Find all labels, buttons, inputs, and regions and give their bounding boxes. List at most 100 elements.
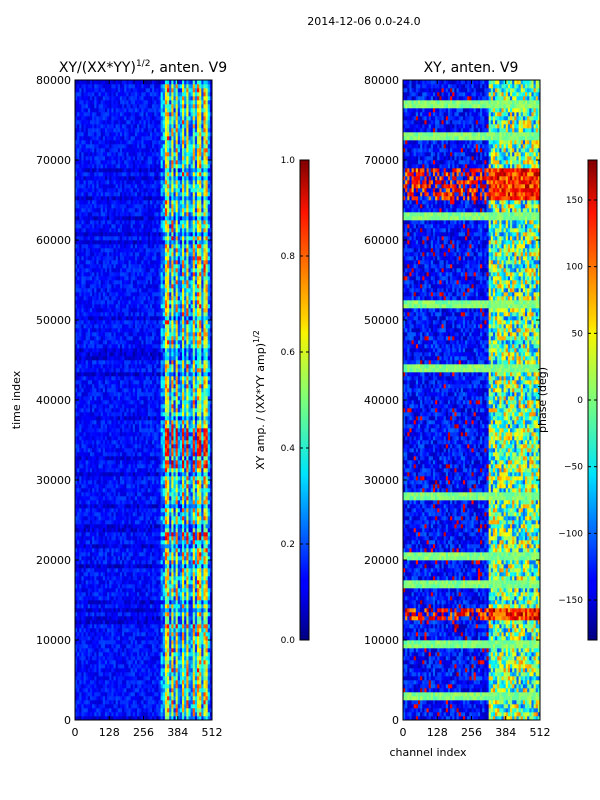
heatmap-cell [79, 480, 82, 485]
heatmap-cell [94, 624, 97, 629]
heatmap-cell [79, 440, 82, 445]
heatmap-cell [81, 528, 84, 533]
heatmap-cell [115, 532, 119, 537]
heatmap-cell [203, 532, 206, 537]
heatmap-cell [160, 528, 164, 533]
heatmap-cell [109, 448, 112, 453]
heatmap-cell [167, 468, 170, 473]
heatmap-cell [117, 420, 121, 425]
heatmap-cell [154, 680, 157, 685]
heatmap-cell [167, 512, 170, 517]
heatmap-cell [113, 500, 116, 505]
heatmap-cell [98, 420, 101, 425]
heatmap-cell [96, 632, 99, 637]
heatmap-cell [126, 432, 129, 437]
heatmap-cell [158, 520, 161, 525]
heatmap-cell [192, 516, 196, 521]
heatmap-cell [104, 712, 108, 717]
heatmap-cell [147, 644, 151, 649]
heatmap-cell [149, 532, 153, 537]
heatmap-cell [184, 436, 187, 441]
heatmap-cell [126, 704, 129, 709]
heatmap-cell [169, 660, 172, 665]
heatmap-cell [104, 460, 108, 465]
heatmap-cell [130, 544, 134, 549]
heatmap-cell [184, 428, 187, 433]
heatmap-cell [179, 412, 183, 417]
heatmap-cell [199, 640, 202, 645]
heatmap-cell [100, 552, 104, 557]
heatmap-cell [98, 432, 101, 437]
heatmap-cell [130, 660, 134, 665]
heatmap-cell [169, 580, 172, 585]
heatmap-cell [169, 496, 172, 501]
heatmap-cell [171, 516, 174, 521]
heatmap-cell [139, 608, 142, 613]
heatmap-cell [186, 548, 189, 553]
heatmap-cell [188, 672, 191, 677]
heatmap-cell [205, 520, 209, 525]
heatmap-cell [141, 424, 144, 429]
heatmap-cell [130, 488, 134, 493]
heatmap-cell [94, 408, 97, 413]
heatmap-cell [141, 620, 144, 625]
heatmap-cell [111, 484, 114, 489]
heatmap-cell [194, 624, 198, 629]
heatmap-cell [152, 640, 155, 645]
heatmap-cell [173, 676, 176, 681]
heatmap-cell [145, 700, 149, 705]
heatmap-cell [119, 428, 123, 433]
heatmap-cell [147, 676, 151, 681]
heatmap-cell [141, 456, 144, 461]
heatmap-cell [98, 536, 101, 541]
heatmap-cell [77, 416, 80, 421]
heatmap-cell [197, 604, 200, 609]
heatmap-cell [132, 464, 136, 469]
heatmap-cell [167, 540, 170, 545]
heatmap-cell [122, 676, 125, 681]
heatmap-cell [188, 608, 191, 613]
heatmap-cell [152, 492, 155, 497]
heatmap-cell [111, 644, 114, 649]
heatmap-cell [190, 524, 194, 529]
heatmap-cell [190, 428, 194, 433]
heatmap-cell [87, 592, 91, 597]
heatmap-cell [77, 664, 80, 669]
heatmap-cell [109, 660, 112, 665]
heatmap-cell [177, 408, 181, 413]
heatmap-cell [115, 668, 119, 673]
heatmap-cell [119, 440, 123, 445]
heatmap-cell [158, 508, 161, 513]
heatmap-cell [94, 412, 97, 417]
heatmap-cell [87, 564, 91, 569]
heatmap-cell [173, 552, 176, 557]
heatmap-cell [96, 656, 99, 661]
heatmap-cell [173, 608, 176, 613]
heatmap-cell [205, 616, 209, 621]
heatmap-cell [179, 708, 183, 713]
heatmap-cell [79, 608, 82, 613]
heatmap-cell [192, 712, 196, 717]
heatmap-cell [104, 716, 108, 720]
heatmap-cell [126, 600, 129, 605]
heatmap-cell [79, 472, 82, 477]
heatmap-cell [130, 504, 134, 509]
heatmap-cell [152, 544, 155, 549]
heatmap-cell [169, 560, 172, 565]
heatmap-cell [192, 592, 196, 597]
heatmap-cell [203, 464, 206, 469]
heatmap-cell [207, 712, 211, 717]
heatmap-cell [117, 696, 121, 701]
heatmap-cell [186, 496, 189, 501]
heatmap-cell [107, 488, 110, 493]
heatmap-cell [139, 556, 142, 561]
heatmap-cell [179, 484, 183, 489]
heatmap-cell [115, 636, 119, 641]
heatmap-cell [139, 684, 142, 689]
heatmap-cell [98, 608, 101, 613]
heatmap-cell [149, 588, 153, 593]
heatmap-cell [100, 536, 104, 541]
heatmap-cell [154, 552, 157, 557]
heatmap-cell [145, 532, 149, 537]
heatmap-cell [104, 416, 108, 421]
